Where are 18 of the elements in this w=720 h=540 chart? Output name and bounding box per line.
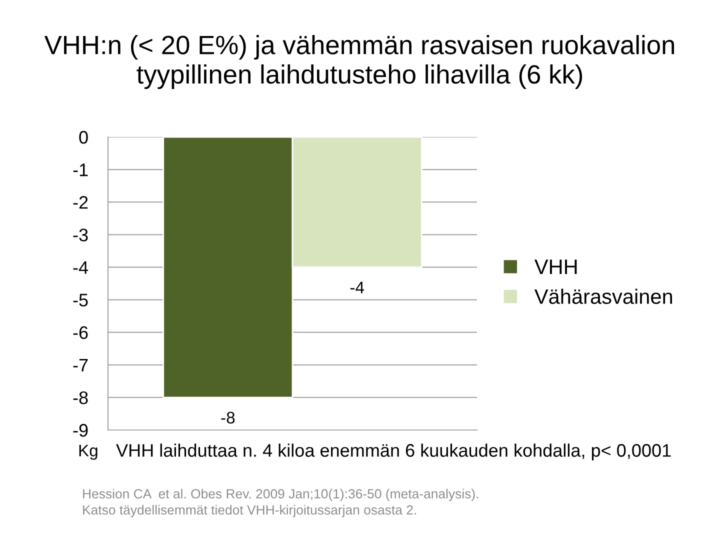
text: VHH laihduttaa n. 4 kiloa enemmän 6 kuukauden kohdalla, p< 0,0001	[116, 444, 671, 460]
y-axis-title: Kg	[79, 444, 98, 460]
data-label: -8	[221, 412, 235, 424]
y-tick-label: -9	[73, 424, 88, 437]
y-tick-label: -3	[73, 228, 88, 242]
y-tick-label: -5	[73, 294, 88, 306]
y-tick-label: -8	[73, 391, 88, 404]
y-tick-label: -1	[73, 164, 88, 176]
y-tick-label: -6	[73, 326, 88, 340]
y-tick-label: -4	[73, 261, 88, 274]
y-tick-label: -2	[73, 196, 88, 209]
data-label: -4	[350, 282, 364, 294]
text: Hession CA et al. Obes Rev. 2009 Jan;10(1):36-50 (meta-analysis). Katso täydellisemmät tiedot VHH-kirjoitussarjan osasta 2.	[83, 488, 478, 518]
legend-label: Vähärasvainen	[534, 288, 672, 304]
y-tick-label: -7	[73, 359, 88, 372]
y-tick-label: 0	[79, 130, 88, 144]
chart-title: VHH:n (< 20 E%) ja vähemmän rasvaisen ruokavalion tyypillinen laihdutusteho lihavilla (6 kk)	[44, 35, 674, 89]
legend-label: VHH	[534, 260, 577, 274]
